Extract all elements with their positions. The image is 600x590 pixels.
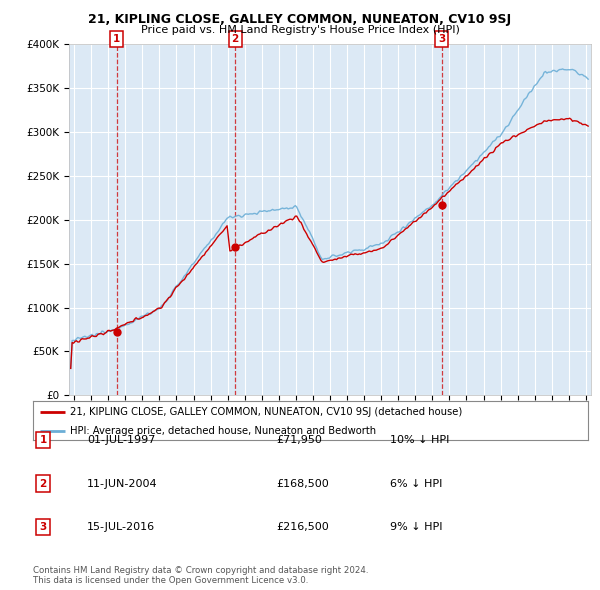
Text: Contains HM Land Registry data © Crown copyright and database right 2024.
This d: Contains HM Land Registry data © Crown c…	[33, 566, 368, 585]
Text: 9% ↓ HPI: 9% ↓ HPI	[390, 522, 443, 532]
Text: 2: 2	[40, 478, 47, 489]
Text: 1: 1	[40, 435, 47, 445]
Text: 3: 3	[40, 522, 47, 532]
Text: 1: 1	[113, 34, 121, 44]
Text: 10% ↓ HPI: 10% ↓ HPI	[390, 435, 449, 445]
Text: 2: 2	[232, 34, 239, 44]
Text: 21, KIPLING CLOSE, GALLEY COMMON, NUNEATON, CV10 9SJ (detached house): 21, KIPLING CLOSE, GALLEY COMMON, NUNEAT…	[70, 407, 463, 417]
Text: 11-JUN-2004: 11-JUN-2004	[87, 478, 158, 489]
Text: £216,500: £216,500	[276, 522, 329, 532]
Text: HPI: Average price, detached house, Nuneaton and Bedworth: HPI: Average price, detached house, Nune…	[70, 426, 376, 436]
Text: £168,500: £168,500	[276, 478, 329, 489]
Text: 3: 3	[438, 34, 445, 44]
Text: 15-JUL-2016: 15-JUL-2016	[87, 522, 155, 532]
Text: 21, KIPLING CLOSE, GALLEY COMMON, NUNEATON, CV10 9SJ: 21, KIPLING CLOSE, GALLEY COMMON, NUNEAT…	[88, 13, 512, 26]
Text: 6% ↓ HPI: 6% ↓ HPI	[390, 478, 442, 489]
Text: £71,950: £71,950	[276, 435, 322, 445]
Text: 01-JUL-1997: 01-JUL-1997	[87, 435, 155, 445]
Text: Price paid vs. HM Land Registry's House Price Index (HPI): Price paid vs. HM Land Registry's House …	[140, 25, 460, 35]
